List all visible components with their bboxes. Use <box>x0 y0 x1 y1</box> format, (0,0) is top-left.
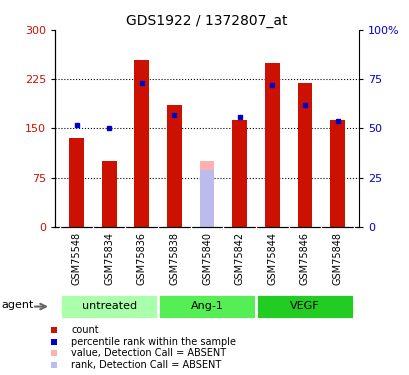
Text: GSM75548: GSM75548 <box>72 232 81 285</box>
Bar <box>199 161 214 227</box>
Text: GSM75838: GSM75838 <box>169 232 179 285</box>
Text: value, Detection Call = ABSENT: value, Detection Call = ABSENT <box>71 348 226 358</box>
Text: GSM75836: GSM75836 <box>137 232 146 285</box>
Bar <box>60 294 158 319</box>
Text: GSM75844: GSM75844 <box>267 232 276 285</box>
Bar <box>167 105 181 227</box>
Text: rank, Detection Call = ABSENT: rank, Detection Call = ABSENT <box>71 360 221 370</box>
Bar <box>255 294 353 319</box>
Text: percentile rank within the sample: percentile rank within the sample <box>71 337 236 347</box>
Title: GDS1922 / 1372807_at: GDS1922 / 1372807_at <box>126 13 287 28</box>
Bar <box>329 120 344 227</box>
Bar <box>101 161 116 227</box>
Bar <box>232 120 246 227</box>
Bar <box>158 294 255 319</box>
Bar <box>199 170 214 227</box>
Text: agent: agent <box>1 300 34 310</box>
Text: GSM75842: GSM75842 <box>234 232 244 285</box>
Bar <box>264 63 279 227</box>
Bar <box>297 82 312 227</box>
Text: GSM75846: GSM75846 <box>299 232 309 285</box>
Text: VEGF: VEGF <box>290 301 319 311</box>
Text: GSM75834: GSM75834 <box>104 232 114 285</box>
Bar <box>134 60 149 227</box>
Text: Ang-1: Ang-1 <box>190 301 223 311</box>
Text: count: count <box>71 325 99 335</box>
Text: GSM75840: GSM75840 <box>202 232 211 285</box>
Text: GSM75848: GSM75848 <box>332 232 342 285</box>
Bar <box>69 138 84 227</box>
Text: untreated: untreated <box>81 301 137 311</box>
